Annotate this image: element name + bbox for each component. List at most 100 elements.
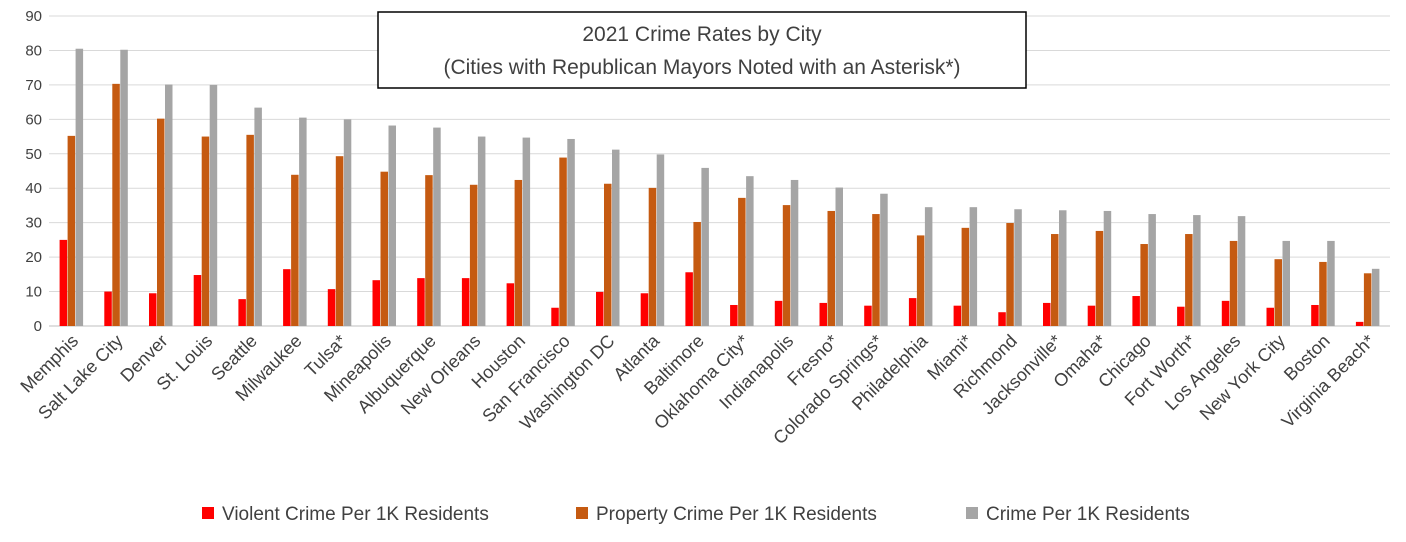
bar-total: [746, 176, 754, 326]
bar-violent: [864, 305, 872, 326]
legend: Violent Crime Per 1K Residents Property C…: [202, 504, 1190, 525]
chart-title: 2021 Crime Rates by City: [582, 23, 822, 46]
y-tick-label: 30: [25, 215, 42, 232]
bar-property: [335, 156, 344, 326]
bar-property: [648, 187, 657, 326]
y-tick-label: 40: [25, 180, 42, 197]
bar-property: [1095, 230, 1104, 326]
bar-violent: [1177, 306, 1185, 326]
legend-swatch: [202, 507, 214, 519]
bar-violent: [461, 278, 470, 326]
bar-violent: [908, 298, 917, 326]
bar-total: [1371, 268, 1380, 326]
bar-total: [522, 137, 531, 326]
bar-property: [1229, 240, 1238, 326]
bar-total: [924, 207, 933, 326]
bar-violent: [1043, 302, 1051, 326]
chart-title-box: 2021 Crime Rates by City (Cities with Re…: [377, 11, 1027, 89]
legend-swatch: [966, 507, 978, 519]
bar-property: [961, 227, 970, 326]
bar-total: [433, 127, 441, 326]
bar-total: [254, 107, 262, 326]
y-tick-label: 20: [25, 249, 42, 266]
bar-violent: [372, 280, 380, 326]
y-tick-label: 80: [25, 42, 42, 59]
bar-property: [157, 118, 165, 327]
bar-violent: [327, 289, 336, 326]
bar-total: [75, 48, 84, 326]
bar-property: [604, 183, 612, 326]
y-tick-label: 90: [25, 8, 42, 25]
bar-violent: [59, 239, 68, 326]
y-tick-label: 0: [34, 318, 42, 335]
bar-total: [880, 193, 888, 326]
bar-violent: [998, 312, 1006, 326]
bar-violent: [1311, 304, 1319, 326]
bar-violent: [417, 278, 425, 326]
bar-violent: [1355, 321, 1364, 326]
bar-property: [872, 214, 880, 326]
bar-total: [1327, 240, 1335, 326]
bar-violent: [819, 302, 827, 326]
bar-total: [969, 207, 978, 326]
bar-violent: [506, 283, 515, 326]
y-tick-label: 10: [25, 284, 42, 301]
bar-violent: [104, 291, 112, 326]
bar-property: [916, 235, 925, 326]
bar-property: [1185, 234, 1193, 326]
bar-violent: [774, 300, 783, 326]
bar-total: [120, 49, 128, 326]
bar-property: [67, 135, 76, 326]
bar-property: [693, 221, 701, 326]
bar-total: [790, 179, 799, 326]
bar-total: [1282, 240, 1290, 326]
bar-total: [835, 187, 843, 326]
bar-total: [209, 84, 218, 326]
bar-violent: [1132, 296, 1140, 326]
bar-property: [380, 171, 388, 326]
bar-total: [388, 125, 396, 327]
bar-total: [612, 149, 620, 326]
bar-property: [827, 210, 835, 326]
y-axis-tick-labels: 0 10 20 30 40 50 60 70 80 90: [25, 8, 42, 335]
bar-violent: [1221, 300, 1230, 326]
bar-violent: [596, 291, 604, 326]
bar-property: [425, 175, 433, 326]
bar-property: [112, 83, 120, 326]
bar-total: [165, 84, 173, 327]
y-tick-label: 70: [25, 77, 42, 94]
bar-violent: [685, 272, 693, 326]
bar-violent: [238, 299, 246, 326]
bar-violent: [640, 293, 649, 326]
bar-total: [1193, 215, 1201, 326]
y-tick-label: 50: [25, 146, 42, 163]
bar-property: [1274, 259, 1282, 326]
bar-series: [59, 48, 1380, 327]
legend-label: Violent Crime Per 1K Residents: [222, 504, 489, 525]
bar-property: [1006, 223, 1014, 326]
bar-total: [477, 136, 486, 326]
bar-total: [1148, 214, 1156, 326]
bar-total: [1237, 216, 1246, 326]
bar-violent: [283, 269, 291, 326]
bar-violent: [1266, 307, 1274, 326]
bar-violent: [149, 293, 157, 326]
bar-total: [299, 117, 307, 326]
bar-total: [701, 167, 709, 326]
bar-violent: [953, 305, 962, 326]
legend-label: Crime Per 1K Residents: [986, 504, 1190, 525]
bar-property: [469, 184, 478, 326]
bar-property: [1140, 244, 1148, 326]
bar-violent: [1087, 305, 1096, 326]
bar-property: [201, 136, 210, 326]
title-frame: [377, 11, 1027, 89]
bar-property: [1363, 273, 1372, 326]
bar-total: [343, 119, 352, 326]
bar-property: [514, 179, 523, 326]
bar-total: [656, 154, 665, 326]
bar-violent: [193, 275, 202, 326]
bar-total: [1103, 210, 1112, 326]
legend-swatch: [576, 507, 588, 519]
